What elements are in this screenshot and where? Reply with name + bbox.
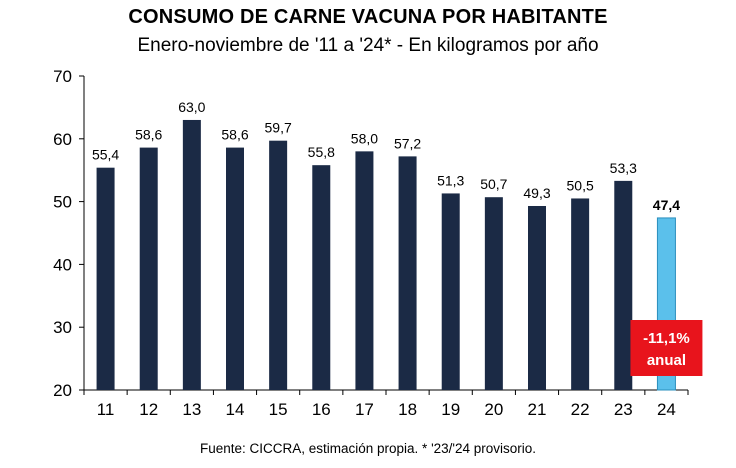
data-label: 47,4 [653,197,680,213]
bar-20 [484,197,503,390]
data-label: 63,0 [178,99,205,115]
y-tick-label: 30 [53,318,72,337]
y-tick-label: 50 [53,193,72,212]
x-tick-label: 11 [97,400,115,419]
bar-13 [182,119,201,391]
data-label: 57,2 [394,135,421,151]
x-tick-label: 13 [182,400,201,419]
y-tick-label: 70 [53,67,72,86]
x-tick-label: 18 [398,400,417,419]
y-tick-label: 60 [53,130,72,149]
y-tick-label: 20 [53,381,72,400]
x-tick-label: 14 [226,400,245,419]
x-tick-label: 24 [657,400,676,419]
x-tick-label: 16 [312,400,331,419]
x-tick-label: 20 [484,400,503,419]
x-tick-label: 12 [139,400,158,419]
data-label: 50,7 [480,176,507,192]
bar-16 [312,165,331,390]
bar-11 [96,167,115,390]
x-tick-label: 19 [441,400,460,419]
chart-source-note: Fuente: CICCRA, estimación propia. * '23… [199,441,537,456]
bar-18 [398,156,417,390]
bar-17 [355,151,374,390]
bar-19 [441,193,460,390]
bar-12 [139,147,158,390]
y-tick-label: 40 [53,255,72,274]
data-label: 55,4 [92,147,119,163]
bar-23 [614,180,633,390]
bar-14 [226,147,244,390]
annotation-box [630,320,703,376]
bar-21 [528,205,546,390]
data-label: 49,3 [523,185,550,201]
data-label: 53,3 [610,160,637,176]
bar-22 [571,198,590,390]
bar-chart: 20 30 40 50 60 70 11 55,4 12 58,6 13 63,0 14 58,6 15 59… [53,67,703,419]
chart-subtitle: Enero-noviembre de '11 a '24* - En kilog… [137,35,599,56]
chart-title: CONSUMO DE CARNE VACUNA POR HABITANTE [128,6,608,28]
data-label: 50,5 [567,177,594,193]
data-label: 59,7 [265,120,292,136]
data-label: 58,6 [135,127,162,143]
data-label: 58,0 [351,130,378,146]
x-tick-label: 15 [269,400,288,419]
x-tick-label: 22 [571,400,590,419]
x-tick-label: 17 [355,400,374,419]
data-label: 51,3 [437,172,464,188]
data-label: 55,8 [308,144,335,160]
bar-15 [269,140,288,390]
x-tick-label: 21 [528,400,547,419]
data-label: 58,6 [221,127,248,143]
x-tick-label: 23 [614,400,633,419]
annotation-percent: -11,1% [643,330,690,347]
annotation-label: anual [647,352,686,369]
